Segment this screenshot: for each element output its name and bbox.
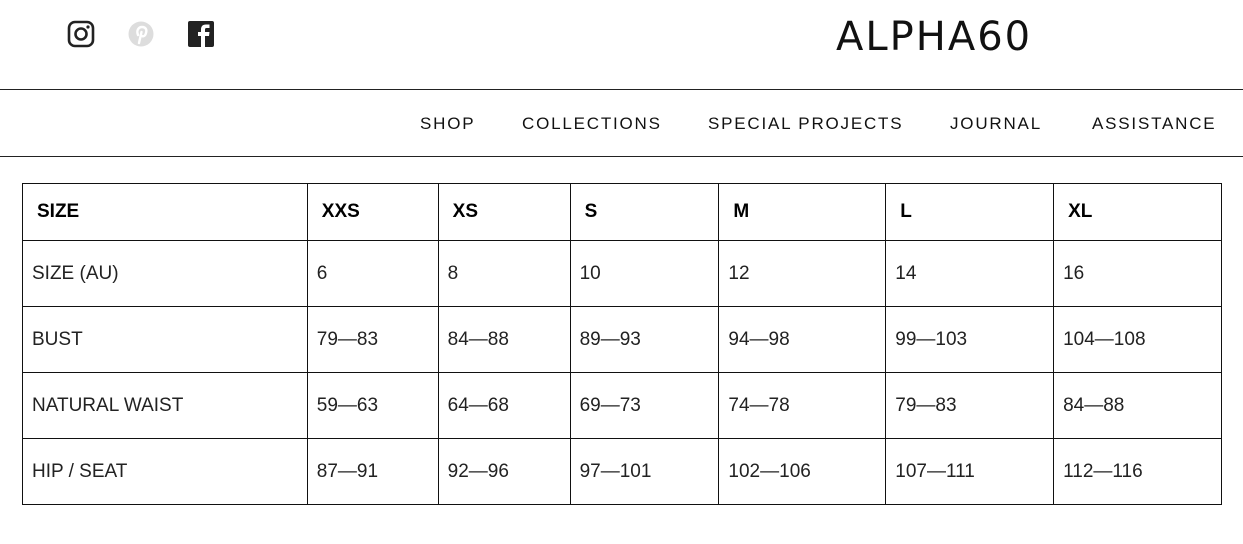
table-row: SIZE (AU) 6 8 10 12 14 16 bbox=[22, 240, 1222, 307]
table-row: NATURAL WAIST 59—63 64—68 69—73 74—78 79—83 84… bbox=[22, 372, 1222, 439]
table-row: BUST 79—83 84—88 89—93 94—98 99—103 104—108 bbox=[22, 306, 1222, 373]
nav-shop[interactable]: SHOP bbox=[420, 114, 476, 133]
header-cell: L bbox=[885, 183, 1055, 241]
table-cell: 112—116 bbox=[1053, 438, 1222, 505]
table-cell: 12 bbox=[718, 240, 887, 307]
table-cell: 102—106 bbox=[718, 438, 887, 505]
row-label: HIP / SEAT bbox=[22, 438, 308, 505]
table-cell: 89—93 bbox=[569, 306, 720, 373]
header-cell: SIZE bbox=[22, 183, 308, 241]
row-label: NATURAL WAIST bbox=[22, 372, 308, 439]
table-cell: 8 bbox=[437, 240, 571, 307]
facebook-icon[interactable] bbox=[186, 19, 216, 49]
header-cell: XL bbox=[1053, 183, 1222, 241]
nav-divider bbox=[0, 156, 1243, 157]
nav-assistance[interactable]: ASSISTANCE bbox=[1092, 114, 1217, 133]
brand-logo[interactable]: ALPHA60 bbox=[836, 14, 1033, 60]
table-header-row: SIZE XXS XS S M L XL bbox=[22, 183, 1222, 241]
header-divider bbox=[0, 89, 1243, 90]
table-cell: 94—98 bbox=[718, 306, 887, 373]
table-cell: 104—108 bbox=[1053, 306, 1222, 373]
table-cell: 92—96 bbox=[437, 438, 571, 505]
table-cell: 84—88 bbox=[437, 306, 571, 373]
table-cell: 59—63 bbox=[306, 372, 439, 439]
table-cell: 69—73 bbox=[569, 372, 720, 439]
nav-journal[interactable]: JOURNAL bbox=[950, 114, 1042, 133]
table-row: HIP / SEAT 87—91 92—96 97—101 102—106 107—111… bbox=[22, 438, 1222, 505]
table-cell: 97—101 bbox=[569, 438, 720, 505]
table-cell: 16 bbox=[1053, 240, 1222, 307]
row-label: BUST bbox=[22, 306, 308, 373]
table-cell: 79—83 bbox=[306, 306, 439, 373]
pinterest-icon[interactable] bbox=[126, 19, 156, 49]
instagram-icon[interactable] bbox=[66, 19, 96, 49]
size-chart-table: SIZE XXS XS S M L XL SIZE (AU) 6 8 10 12 14 16 BUST 79—… bbox=[22, 183, 1222, 505]
header-cell: M bbox=[718, 183, 887, 241]
table-cell: 6 bbox=[306, 240, 439, 307]
table-cell: 10 bbox=[569, 240, 720, 307]
table-cell: 79—83 bbox=[885, 372, 1055, 439]
table-cell: 84—88 bbox=[1053, 372, 1222, 439]
nav-collections[interactable]: COLLECTIONS bbox=[522, 114, 662, 133]
row-label: SIZE (AU) bbox=[22, 240, 308, 307]
header-cell: XXS bbox=[306, 183, 439, 241]
main-nav: SHOP COLLECTIONS SPECIAL PROJECTS JOURNA… bbox=[0, 114, 1243, 134]
header-cell: S bbox=[569, 183, 720, 241]
table-cell: 74—78 bbox=[718, 372, 887, 439]
table-cell: 87—91 bbox=[306, 438, 439, 505]
table-cell: 107—111 bbox=[885, 438, 1055, 505]
table-cell: 14 bbox=[885, 240, 1055, 307]
nav-special-projects[interactable]: SPECIAL PROJECTS bbox=[708, 114, 904, 133]
header-cell: XS bbox=[437, 183, 571, 241]
table-cell: 99—103 bbox=[885, 306, 1055, 373]
table-cell: 64—68 bbox=[437, 372, 571, 439]
